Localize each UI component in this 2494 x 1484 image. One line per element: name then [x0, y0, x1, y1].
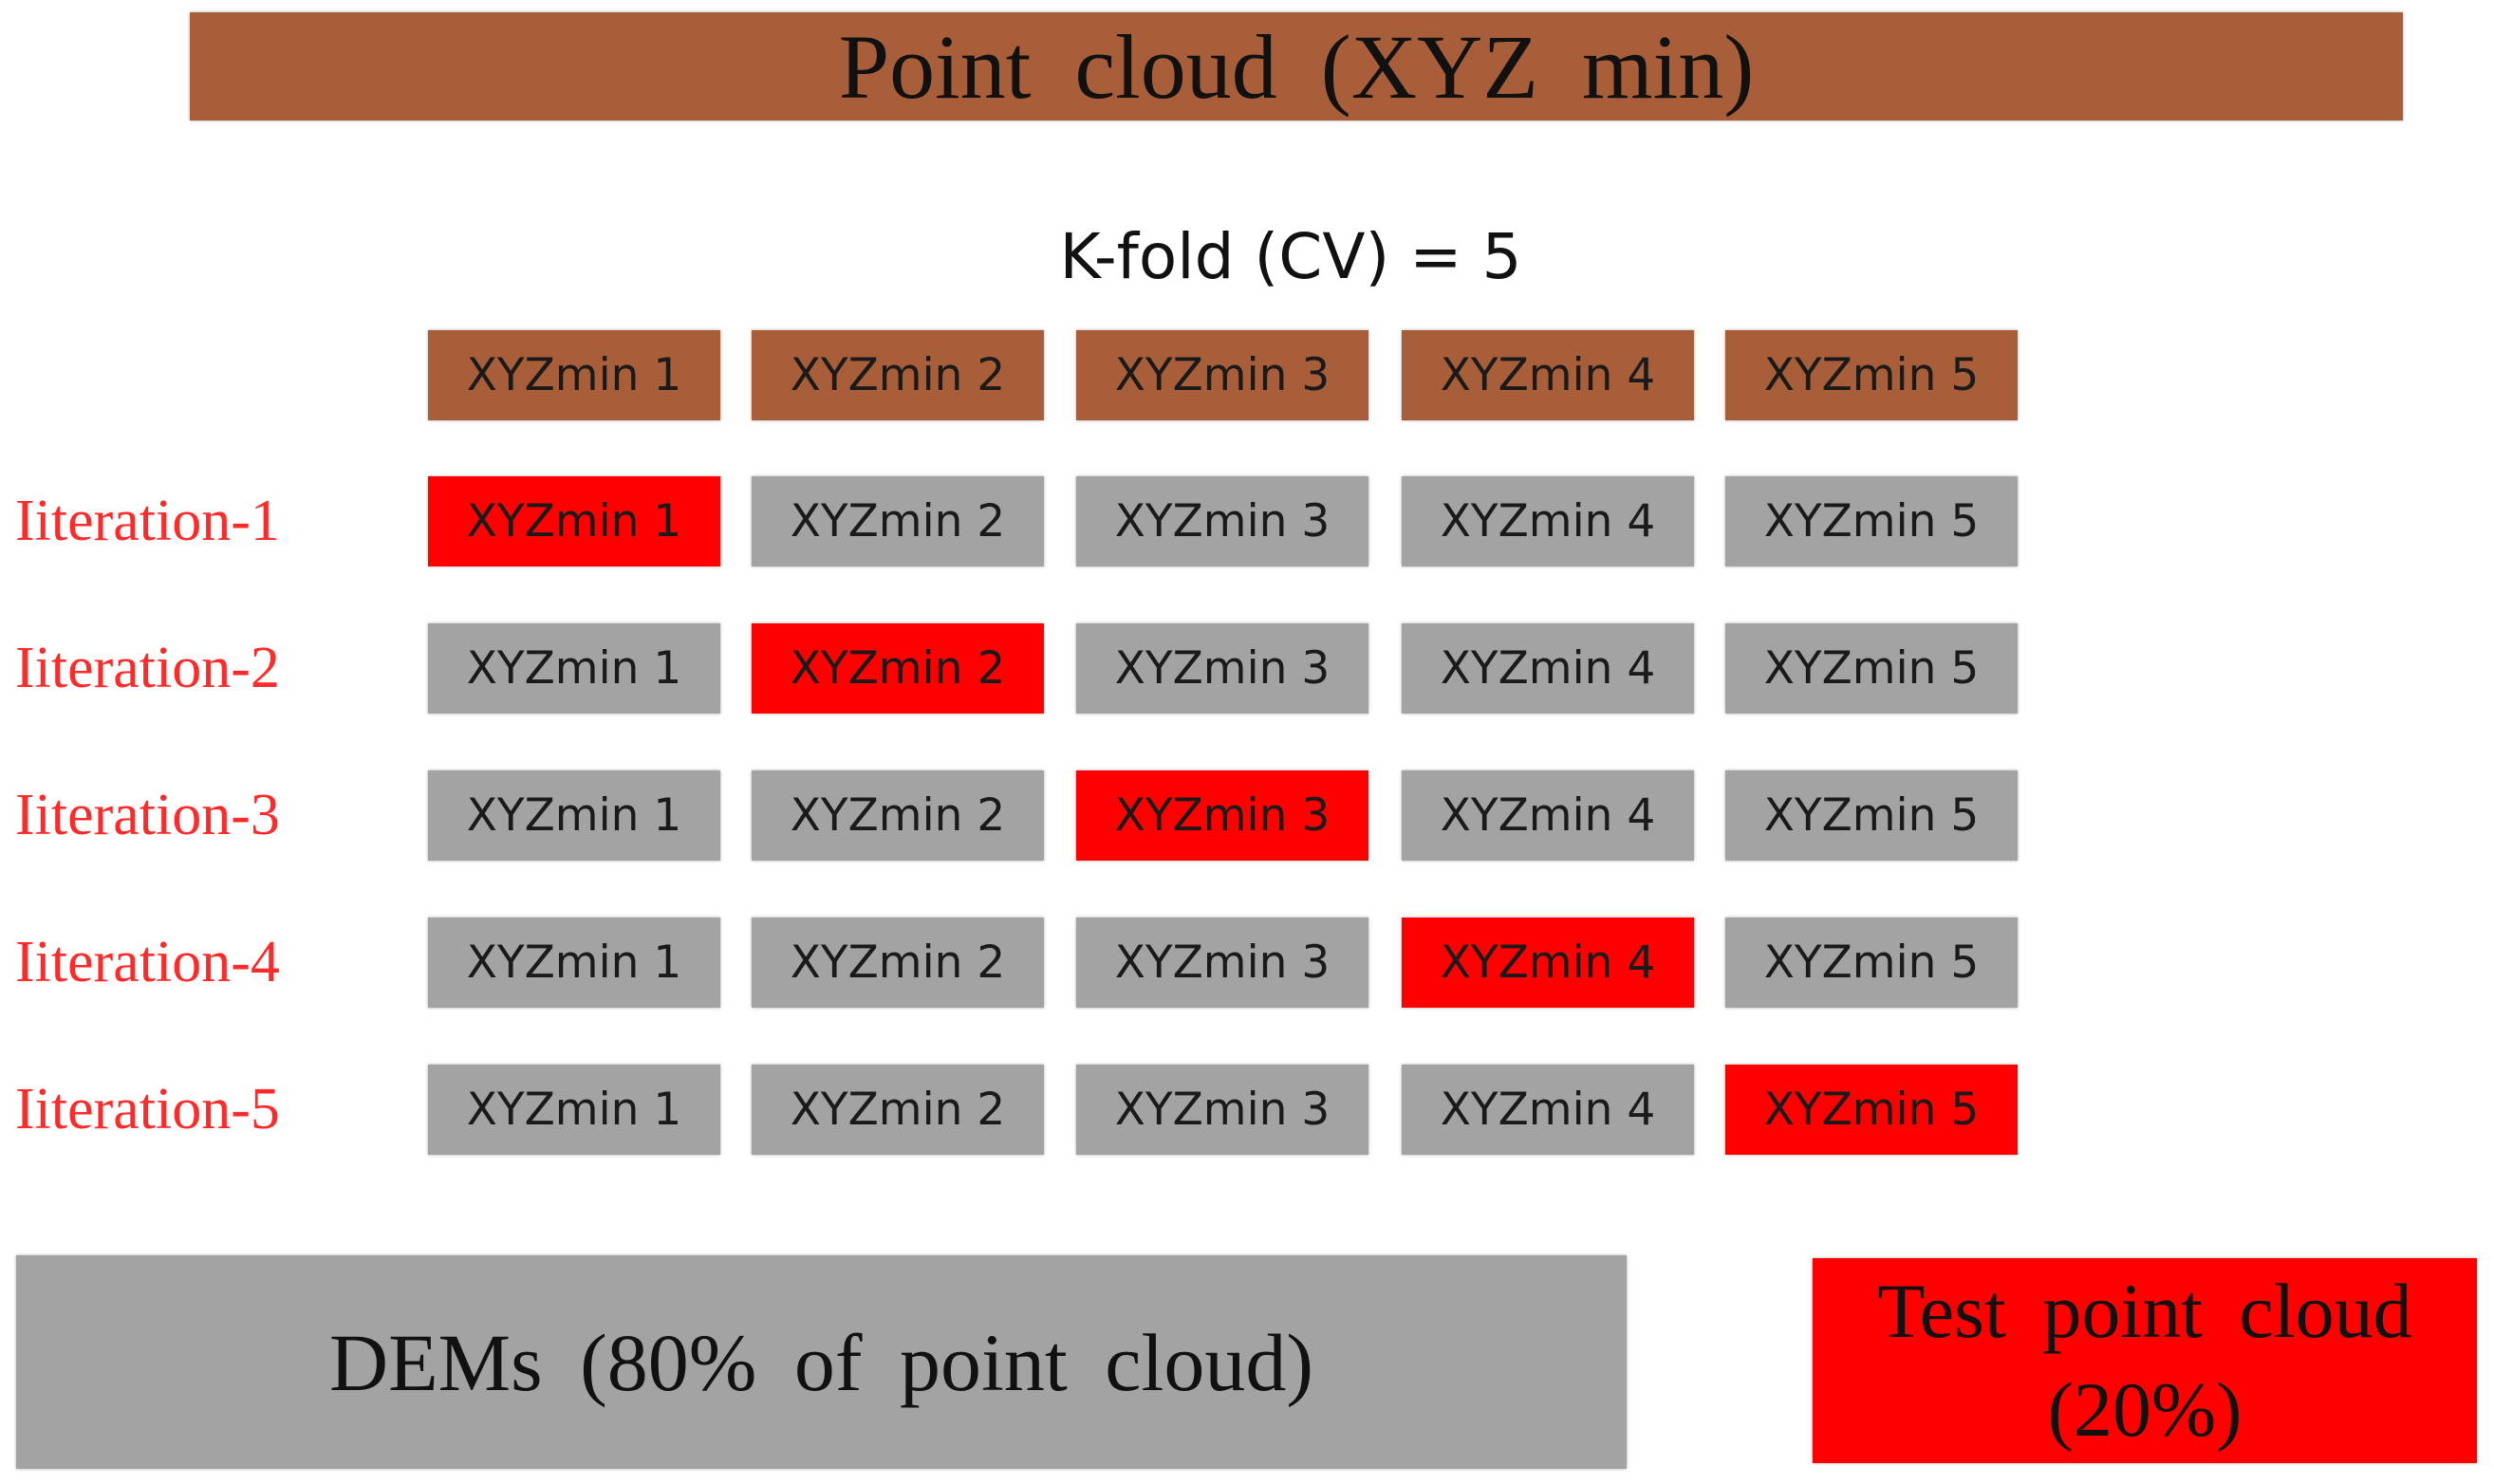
fold-cell: XYZmin 4 — [1402, 918, 1694, 1008]
test-point-cloud-box: Test point cloud (20%) — [1813, 1258, 2477, 1463]
fold-cell: XYZmin 5 — [1725, 476, 2018, 566]
fold-cell: XYZmin 3 — [1076, 330, 1368, 420]
iteration-row-4: Iiteration-4 XYZmin 1 XYZmin 2 XYZmin 3 … — [0, 918, 2494, 1008]
test-label-line1: Test point cloud — [1877, 1268, 2412, 1354]
fold-cell: XYZmin 2 — [752, 1065, 1044, 1155]
fold-cell: XYZmin 2 — [752, 330, 1044, 420]
kfold-label: K-fold (CV) = 5 — [1059, 219, 1522, 293]
fold-cell: XYZmin 4 — [1402, 1065, 1694, 1155]
iteration-label: Iiteration-4 — [15, 930, 280, 994]
fold-cell: XYZmin 1 — [428, 476, 720, 566]
iteration-row-5: Iiteration-5 XYZmin 1 XYZmin 2 XYZmin 3 … — [0, 1065, 2494, 1155]
iteration-label: Iiteration-1 — [15, 489, 280, 553]
fold-cell: XYZmin 4 — [1402, 330, 1694, 420]
fold-cell: XYZmin 3 — [1076, 770, 1368, 861]
point-cloud-title: Point cloud (XYZ min) — [838, 15, 1755, 118]
fold-cell: XYZmin 3 — [1076, 1065, 1368, 1155]
iteration-row-1: Iiteration-1 XYZmin 1 XYZmin 2 XYZmin 3 … — [0, 476, 2494, 566]
fold-cell: XYZmin 4 — [1402, 770, 1694, 861]
fold-cell: XYZmin 5 — [1725, 770, 2018, 861]
fold-cell: XYZmin 5 — [1725, 918, 2018, 1008]
fold-cell: XYZmin 1 — [428, 918, 720, 1008]
iteration-label: Iiteration-2 — [15, 636, 280, 700]
point-cloud-header: Point cloud (XYZ min) — [190, 12, 2403, 121]
dems-box: DEMs (80% of point cloud) — [16, 1255, 1627, 1469]
fold-cell: XYZmin 5 — [1725, 623, 2018, 714]
iteration-label: Iiteration-5 — [15, 1077, 280, 1141]
fold-cell: XYZmin 2 — [752, 623, 1044, 714]
fold-cell: XYZmin 3 — [1076, 476, 1368, 566]
fold-cell: XYZmin 1 — [428, 1065, 720, 1155]
iteration-row-2: Iiteration-2 XYZmin 1 XYZmin 2 XYZmin 3 … — [0, 623, 2494, 714]
fold-cell: XYZmin 2 — [752, 476, 1044, 566]
fold-cell: XYZmin 3 — [1076, 623, 1368, 714]
iteration-label: Iiteration-3 — [15, 783, 280, 847]
fold-cell: XYZmin 2 — [752, 918, 1044, 1008]
fold-cell: XYZmin 1 — [428, 623, 720, 714]
fold-cell: XYZmin 4 — [1402, 623, 1694, 714]
dems-label: DEMs (80% of point cloud) — [329, 1316, 1313, 1408]
fold-cell: XYZmin 5 — [1725, 330, 2018, 420]
iteration-row-3: Iiteration-3 XYZmin 1 XYZmin 2 XYZmin 3 … — [0, 770, 2494, 861]
fold-cell: XYZmin 2 — [752, 770, 1044, 861]
fold-cell: XYZmin 1 — [428, 330, 720, 420]
fold-header-row: XYZmin 1 XYZmin 2 XYZmin 3 XYZmin 4 XYZm… — [0, 330, 2494, 420]
fold-cell: XYZmin 3 — [1076, 918, 1368, 1008]
fold-cell: XYZmin 4 — [1402, 476, 1694, 566]
fold-cell: XYZmin 1 — [428, 770, 720, 861]
fold-cell: XYZmin 5 — [1725, 1065, 2018, 1155]
test-label-line2: (20%) — [2047, 1366, 2243, 1453]
